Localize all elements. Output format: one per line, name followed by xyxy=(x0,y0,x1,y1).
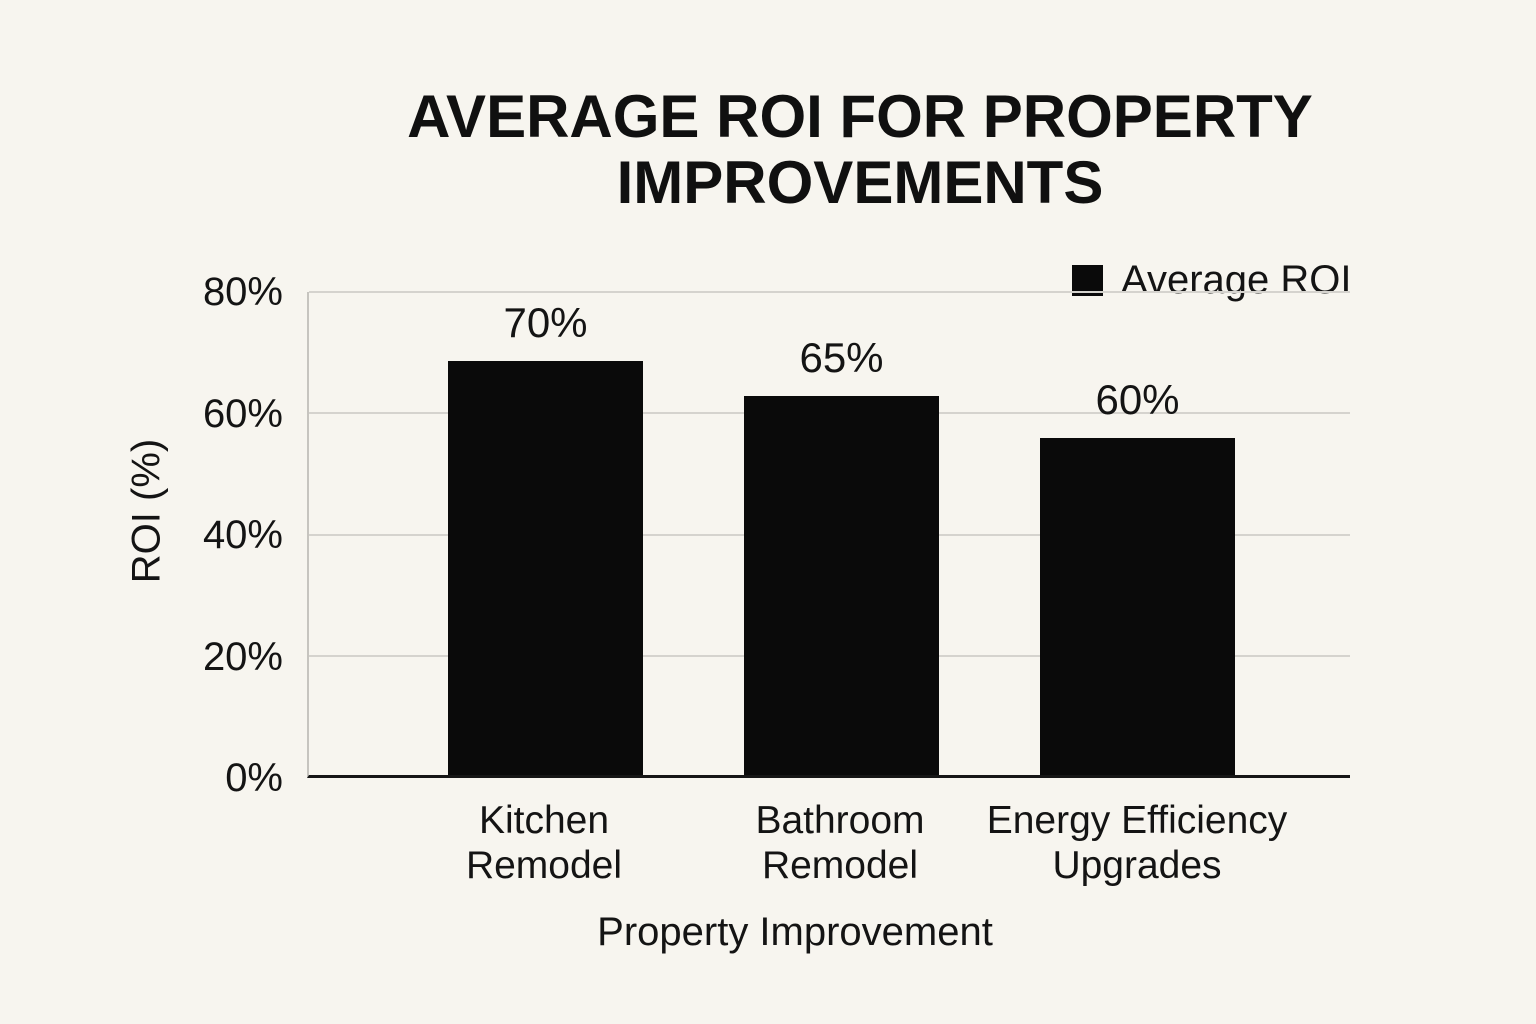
bar-group-kitchen-remodel: 70% xyxy=(448,300,643,775)
bar-kitchen-remodel xyxy=(448,361,643,775)
chart-title: AVERAGE ROI FOR PROPERTY IMPROVEMENTS xyxy=(407,83,1313,216)
bar-value-label: 60% xyxy=(1095,376,1180,423)
x-label-bathroom-remodel: Bathroom Remodel xyxy=(755,799,925,887)
bar-value-label: 70% xyxy=(503,299,588,346)
gridline-80 xyxy=(309,291,1350,293)
legend-swatch xyxy=(1072,264,1103,296)
x-label-energy-efficiency-upgrades: Energy Efficiency Upgrades xyxy=(986,799,1288,887)
x-label-kitchen-remodel: Kitchen Remodel xyxy=(465,799,623,887)
y-tick-20: 20% xyxy=(202,635,283,679)
y-axis-title: ROI (%) xyxy=(124,438,169,584)
legend: Average ROI xyxy=(1068,256,1358,304)
y-tick-40: 40% xyxy=(202,513,283,557)
plot-area: 70% 65% 60% xyxy=(307,291,1350,778)
y-tick-0: 0% xyxy=(225,756,283,800)
bar-group-bathroom-remodel: 65% xyxy=(744,335,939,775)
y-tick-60: 60% xyxy=(202,392,283,436)
bar-group-energy-efficiency-upgrades: 60% xyxy=(1040,377,1235,775)
x-axis-title: Property Improvement xyxy=(597,910,993,954)
bar-bathroom-remodel xyxy=(744,396,939,775)
y-tick-80: 80% xyxy=(202,270,283,314)
bar-value-label: 65% xyxy=(799,334,884,381)
bar-energy-efficiency-upgrades xyxy=(1040,438,1235,775)
legend-label: Average ROI xyxy=(1121,258,1352,302)
